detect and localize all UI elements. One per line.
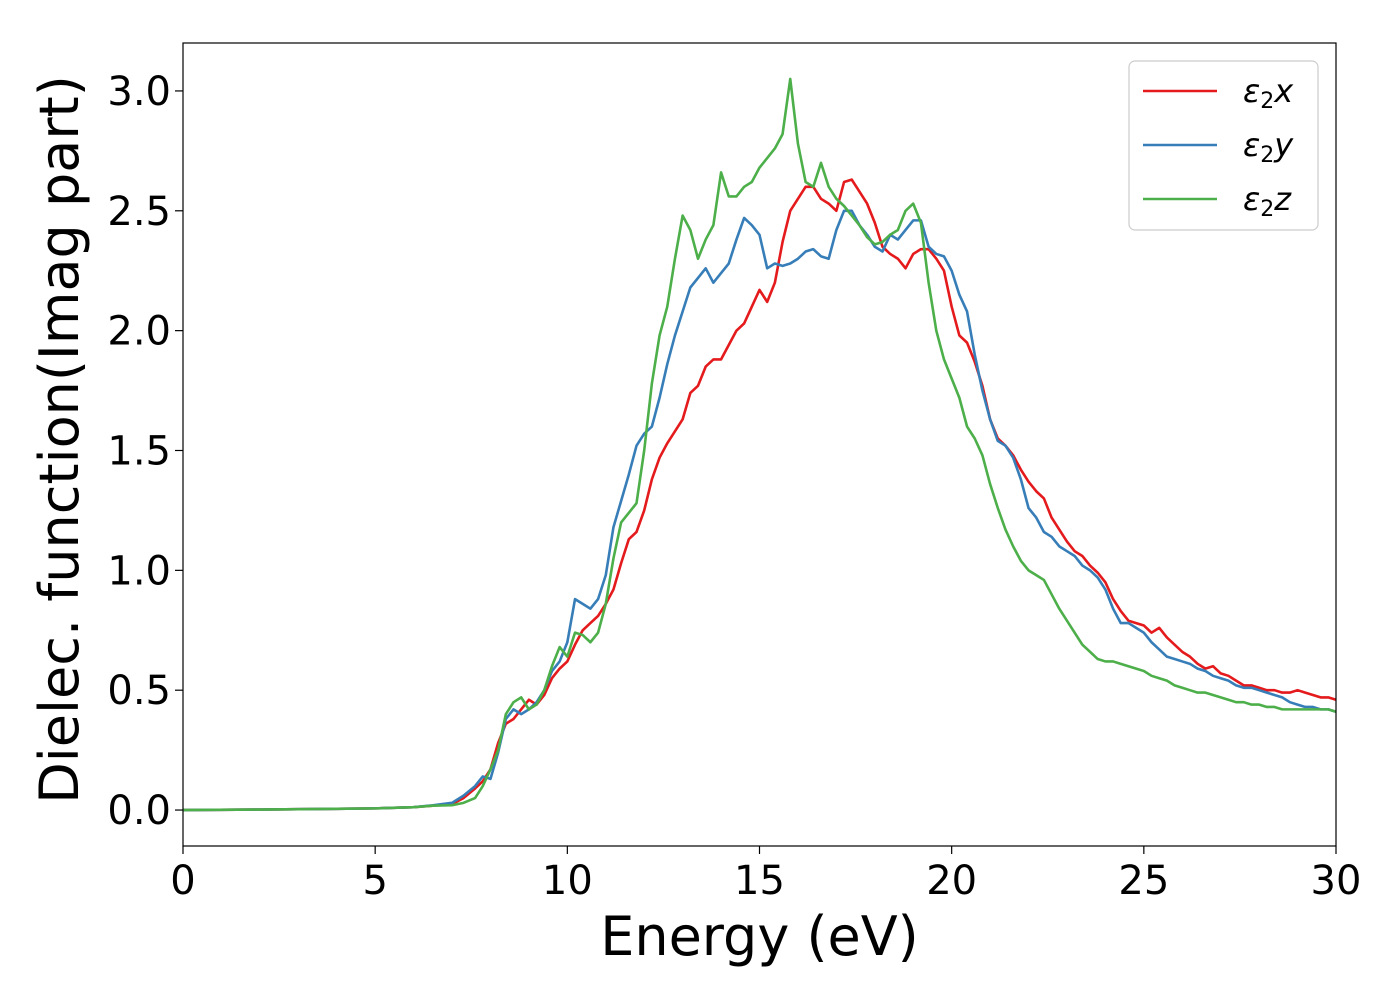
y-tick-label: 1.5	[107, 428, 171, 474]
series-line-y	[182, 209, 1337, 812]
legend: ε2x ε2y ε2z	[1128, 60, 1319, 231]
legend-box	[1128, 60, 1319, 231]
y-tick-label: 1.0	[107, 548, 171, 594]
x-tick-label: 25	[1118, 858, 1169, 904]
legend-label-x: ε2x	[1243, 72, 1294, 114]
y-axis-title: Dielec. function(Imag part)	[28, 75, 91, 804]
x-tick-label: 5	[362, 858, 387, 904]
x-axis-title: Energy (eV)	[600, 905, 919, 968]
x-tick-label: 15	[734, 858, 785, 904]
legend-label-z: ε2z	[1243, 180, 1292, 222]
x-tick-label: 0	[170, 858, 195, 904]
x-tick-label: 30	[1311, 858, 1362, 904]
y-tick-label: 0.0	[107, 788, 171, 834]
x-tick-label: 20	[926, 858, 977, 904]
y-axis: 0.0 0.5 1.0 1.5 2.0 2.5 3.0	[107, 69, 183, 834]
x-tick-label: 10	[542, 858, 593, 904]
y-tick-label: 0.5	[107, 668, 171, 714]
series-line-x	[182, 178, 1337, 812]
y-tick-label: 3.0	[107, 69, 171, 115]
legend-label-y: ε2y	[1243, 126, 1294, 168]
y-tick-label: 2.5	[107, 189, 171, 235]
series-line-z	[182, 77, 1337, 812]
x-axis: 0 5 10 15 20 25 30	[170, 846, 1361, 904]
y-tick-label: 2.0	[107, 309, 171, 355]
series-layer	[182, 77, 1337, 812]
